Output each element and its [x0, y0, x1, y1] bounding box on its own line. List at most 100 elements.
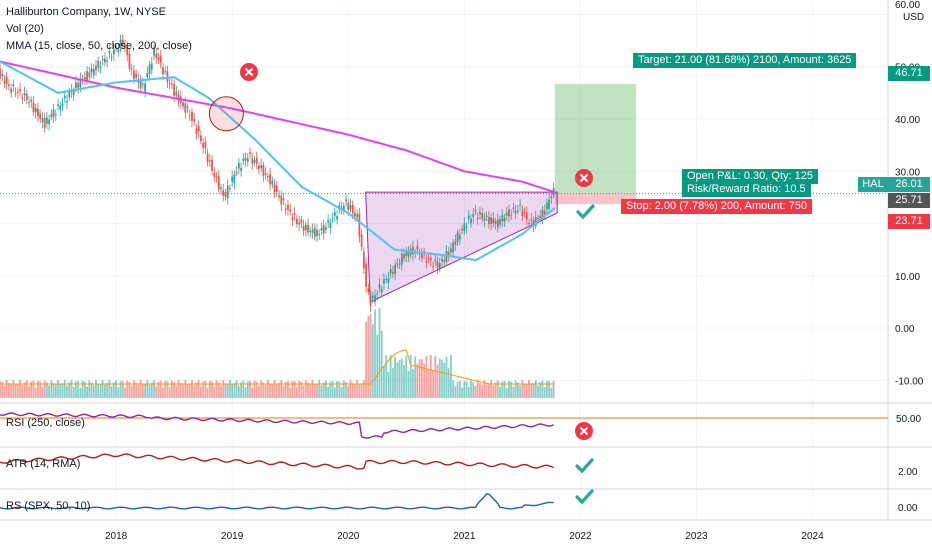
candle-body: [465, 226, 468, 228]
volume-bar: [14, 384, 17, 398]
candle-body: [115, 47, 117, 49]
volume-bar: [74, 381, 77, 398]
candle-body: [365, 263, 367, 287]
volume-bar: [360, 383, 363, 398]
candle-body: [322, 225, 325, 234]
volume-bar: [260, 380, 263, 398]
volume-bar: [25, 380, 28, 398]
volume-bar: [179, 383, 182, 398]
candle-body: [124, 44, 126, 47]
volume-bar: [204, 380, 207, 398]
candle-body: [318, 234, 321, 236]
price-unit-label: USD: [903, 12, 924, 23]
volume-bar: [496, 380, 499, 398]
candle-body: [253, 160, 256, 163]
candle-body: [530, 219, 533, 221]
rsi-line: [0, 412, 554, 439]
candle-body: [280, 195, 283, 205]
candle-body: [329, 223, 332, 228]
candle-body: [37, 108, 39, 117]
candle-body: [356, 214, 359, 218]
volume-bar: [112, 382, 115, 398]
candle-body: [246, 158, 249, 162]
candle-body: [447, 251, 450, 255]
candle-body: [407, 252, 410, 257]
cross-icon-glyph: [244, 67, 254, 77]
year-tick-label: 2023: [685, 531, 708, 542]
volume-bar: [530, 384, 533, 398]
volume-bar: [494, 382, 497, 398]
volume-bar: [88, 380, 91, 398]
candle-body: [391, 271, 394, 274]
candle-body: [202, 142, 205, 148]
volume-bar: [550, 387, 553, 398]
volume-bar: [421, 359, 423, 398]
candle-body: [119, 39, 122, 47]
volume-bar: [45, 382, 48, 398]
rs-legend: RS (SPX, 50, 10): [6, 500, 91, 512]
rsi-tick-label: 50.00: [896, 414, 921, 425]
volume-bar: [106, 383, 109, 398]
volume-bar: [516, 382, 519, 398]
volume-bar: [8, 382, 10, 398]
candle-body: [237, 163, 240, 169]
candle-body: [539, 216, 542, 219]
volume-bar: [534, 380, 537, 398]
volume-bar: [552, 380, 555, 398]
volume-bar: [61, 383, 64, 398]
volume-bar: [429, 355, 432, 398]
volume-bar: [39, 381, 42, 398]
volume-bar: [463, 381, 466, 398]
candle-body: [358, 213, 361, 237]
volume-bar: [162, 387, 164, 398]
rsi-legend: RSI (250, close): [6, 417, 85, 429]
candle-body: [336, 216, 338, 220]
volume-bar: [128, 381, 131, 398]
volume-bar: [354, 384, 356, 398]
price-tick-label: 30.00: [895, 167, 920, 178]
volume-bar: [371, 324, 374, 398]
volume-bar: [479, 383, 481, 398]
target-zone: [554, 83, 637, 194]
volume-bar: [351, 383, 354, 398]
candle-body: [48, 119, 51, 125]
candle-body: [153, 48, 155, 56]
candle-body: [287, 205, 289, 210]
candle-body: [244, 157, 247, 161]
volume-bar: [16, 383, 19, 398]
candle-body: [327, 220, 330, 223]
candle-body: [43, 118, 46, 128]
candle-body: [405, 251, 408, 257]
target-label: Target: 21.00 (81.68%) 2100, Amount: 362…: [633, 53, 857, 68]
price-tick-label: 0.00: [895, 324, 915, 335]
volume-bar: [307, 382, 309, 398]
volume-bar: [548, 381, 551, 398]
volume-bar: [266, 380, 269, 398]
candle-body: [360, 234, 363, 247]
volume-bar: [275, 384, 278, 398]
candle-body: [54, 114, 57, 116]
volume-bar: [273, 380, 276, 398]
candle-body: [141, 83, 144, 85]
candle-body: [66, 101, 68, 103]
volume-bar: [512, 386, 515, 398]
candle-body: [432, 265, 434, 267]
candle-body: [385, 279, 388, 281]
volume-bar: [66, 385, 68, 398]
candle-body: [16, 91, 19, 93]
candle-body: [168, 82, 171, 84]
candle-body: [166, 71, 169, 82]
candle-body: [345, 199, 347, 202]
volume-bar: [242, 380, 245, 398]
candle-body: [316, 230, 318, 236]
volume-bar: [445, 356, 448, 398]
volume-bar: [528, 380, 530, 398]
volume-bar: [37, 380, 39, 398]
candle-body: [483, 218, 486, 222]
candle-body: [197, 126, 200, 132]
volume-bar: [481, 384, 484, 398]
candle-body: [72, 90, 75, 96]
candle-body: [133, 70, 135, 79]
volume-bar: [191, 380, 193, 398]
